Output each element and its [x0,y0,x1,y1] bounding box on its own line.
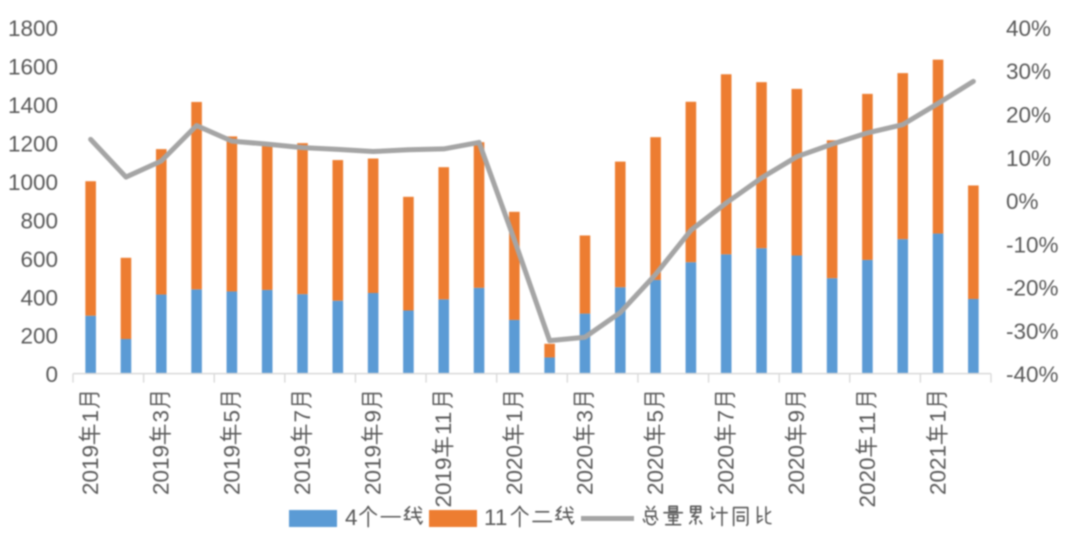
svg-text:4: 4 [345,505,358,530]
svg-text:1400: 1400 [8,93,58,118]
svg-text:3: 3 [572,410,597,423]
svg-text:2020: 2020 [572,445,597,495]
svg-text:2019: 2019 [431,457,456,507]
svg-text:2019: 2019 [361,445,386,495]
svg-text:2020: 2020 [502,445,527,495]
svg-text:-20%: -20% [1006,276,1059,301]
svg-text:200: 200 [20,324,58,349]
svg-text:11: 11 [484,505,507,530]
svg-text:40%: 40% [1006,16,1051,41]
svg-text:2020: 2020 [714,445,739,495]
svg-text:9: 9 [361,410,386,423]
svg-text:9: 9 [784,410,809,423]
svg-text:2020: 2020 [784,445,809,495]
svg-text:7: 7 [290,410,315,423]
svg-text:10%: 10% [1006,146,1051,171]
svg-text:20%: 20% [1006,102,1051,127]
svg-text:2020: 2020 [855,457,880,507]
svg-text:-40%: -40% [1006,362,1059,387]
svg-text:3: 3 [149,410,174,423]
svg-text:2019: 2019 [149,445,174,495]
svg-text:5: 5 [219,410,244,423]
svg-text:1000: 1000 [8,170,58,195]
svg-text:2019: 2019 [219,445,244,495]
svg-text:1200: 1200 [8,131,58,156]
svg-text:0%: 0% [1006,189,1039,214]
svg-text:800: 800 [20,208,58,233]
svg-text:1600: 1600 [8,54,58,79]
svg-text:0: 0 [45,362,58,387]
svg-text:-30%: -30% [1006,319,1059,344]
svg-text:7: 7 [714,410,739,423]
svg-text:11: 11 [855,412,880,435]
svg-text:5: 5 [643,410,668,423]
svg-text:-10%: -10% [1006,232,1059,257]
svg-text:1: 1 [502,410,527,423]
svg-text:2019: 2019 [290,445,315,495]
svg-text:1: 1 [78,410,103,423]
svg-text:2021: 2021 [925,445,950,495]
svg-text:400: 400 [20,285,58,310]
svg-text:2020: 2020 [643,445,668,495]
svg-text:1800: 1800 [8,16,58,41]
svg-text:11: 11 [431,412,456,435]
svg-text:30%: 30% [1006,59,1051,84]
svg-text:600: 600 [20,247,58,272]
svg-text:2019: 2019 [78,445,103,495]
svg-text:1: 1 [925,410,950,423]
